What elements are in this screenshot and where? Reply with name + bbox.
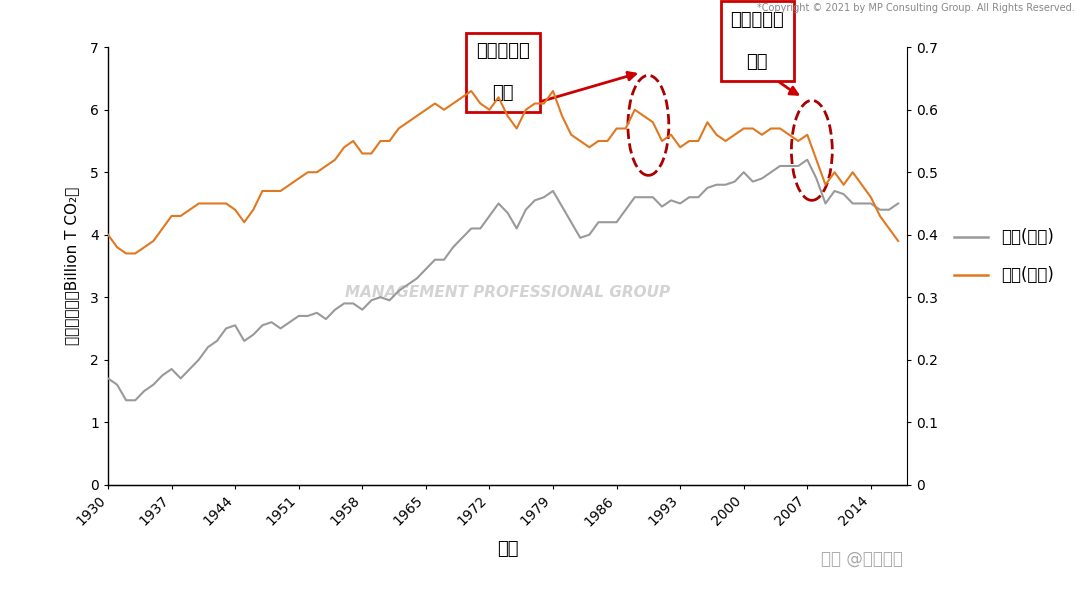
Text: 美国碳达峰

时点: 美国碳达峰 时点 [730, 11, 784, 71]
Text: 知乎 @中大咋询: 知乎 @中大咋询 [821, 550, 903, 567]
Y-axis label: 年碳排放量（Billion T CO₂）: 年碳排放量（Billion T CO₂） [64, 187, 79, 345]
Text: *Copyright © 2021 by MP Consulting Group. All Rights Reserved.: *Copyright © 2021 by MP Consulting Group… [757, 3, 1075, 13]
X-axis label: 年份: 年份 [497, 540, 518, 558]
Text: 英国碳达峰

时点: 英国碳达峰 时点 [476, 43, 530, 102]
Text: MANAGEMENT PROFESSIONAL GROUP: MANAGEMENT PROFESSIONAL GROUP [345, 285, 671, 300]
Legend: 美国(左轴), 英国(右轴): 美国(左轴), 英国(右轴) [947, 222, 1061, 291]
